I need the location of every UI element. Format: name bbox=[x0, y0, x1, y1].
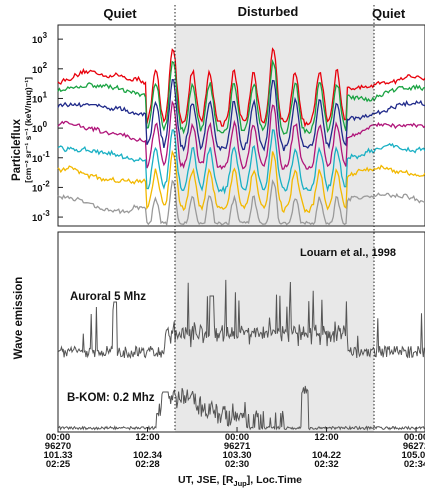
flux-series-line bbox=[57, 58, 425, 135]
series-label-bkom: B-KOM: 0.2 Mhz bbox=[67, 392, 155, 404]
x-tick-label: 12:00 bbox=[135, 432, 159, 443]
wave-panel-frame bbox=[57, 231, 425, 433]
flux-series-line bbox=[57, 100, 425, 170]
x-tick-label: 02:30 bbox=[225, 459, 249, 470]
region-label-quiet-left: Quiet bbox=[103, 6, 137, 21]
flux-series-line bbox=[57, 129, 425, 195]
x-tick-label: 96271 bbox=[224, 441, 251, 452]
flux-series-line bbox=[57, 179, 425, 227]
citation-label: Louarn et al., 1998 bbox=[300, 247, 396, 259]
flux-y-tick-label: 100 bbox=[32, 120, 48, 135]
flux-ylabel-line1: Particleflux bbox=[11, 118, 23, 181]
flux-y-tick-label: 10-1 bbox=[32, 150, 50, 165]
x-tick-label: 02:25 bbox=[46, 459, 71, 470]
series-label-auroral: Auroral 5 Mhz bbox=[70, 291, 146, 303]
flux-series-line bbox=[57, 47, 425, 128]
flux-y-tick-label: 102 bbox=[32, 61, 48, 76]
x-tick-label: 101.33 bbox=[43, 450, 72, 461]
x-tick-label: 00:00 bbox=[46, 432, 70, 443]
region-label-quiet-right: Quiet bbox=[372, 6, 406, 21]
x-tick-label: 105.08 bbox=[402, 450, 425, 461]
x-tick-label: 02:34 bbox=[404, 459, 425, 470]
flux-y-tick-label: 101 bbox=[32, 90, 48, 105]
flux-series-line bbox=[57, 149, 425, 214]
x-tick-label: 96272 bbox=[403, 441, 425, 452]
x-tick-label: 02:32 bbox=[314, 459, 338, 470]
flux-ylabel-line2: [cm⁻² sr⁻¹ s⁻¹ (keV/nuq)⁻¹] bbox=[23, 77, 33, 183]
x-tick-label: 02:28 bbox=[135, 459, 159, 470]
x-tick-label: 103.30 bbox=[222, 450, 251, 461]
x-tick-label: 12:00 bbox=[314, 432, 338, 443]
wave-ylabel: Wave emission bbox=[13, 277, 25, 360]
flux-y-tick-label: 103 bbox=[32, 31, 48, 46]
bkom-emission-trace bbox=[58, 385, 425, 432]
auroral-emission-trace bbox=[57, 279, 425, 359]
x-tick-label: 104.22 bbox=[312, 450, 341, 461]
x-tick-label: 00:00 bbox=[404, 432, 425, 443]
flux-y-tick-label: 10-2 bbox=[32, 179, 50, 194]
x-tick-label: 96270 bbox=[45, 441, 71, 452]
flux-series-line bbox=[57, 79, 425, 152]
region-label-disturbed: Disturbed bbox=[238, 4, 299, 19]
x-tick-label: 00:00 bbox=[225, 432, 249, 443]
x-axis-label: UT, JSE, [RJup], Loc.Time bbox=[178, 474, 302, 488]
flux-y-tick-label: 10-3 bbox=[32, 209, 50, 224]
x-tick-label: 102.34 bbox=[133, 450, 163, 461]
